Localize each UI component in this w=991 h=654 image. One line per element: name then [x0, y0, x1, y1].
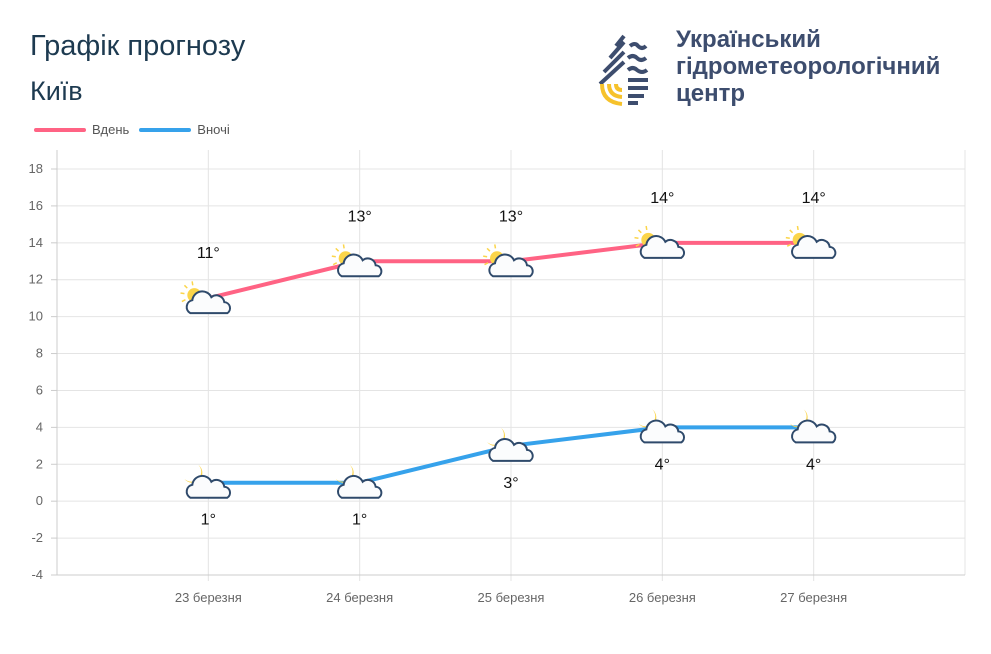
city-name: Київ: [30, 76, 83, 106]
legend-label: Вдень: [92, 122, 130, 137]
sun-ray: [483, 255, 488, 258]
moon-cloud-icon[interactable]: [184, 464, 232, 499]
sun-cloud-icon[interactable]: [634, 225, 686, 259]
sun-ray: [634, 236, 639, 239]
data-label: 11°: [197, 245, 220, 262]
y-tick-label: 6: [36, 382, 43, 397]
data-label: 1°: [352, 512, 367, 529]
cloud-shape: [337, 474, 383, 499]
y-tick-label: 12: [29, 272, 43, 287]
x-tick-label: 23 березня: [175, 590, 242, 605]
cloud-shape: [185, 290, 232, 315]
sun-ray: [645, 225, 648, 231]
sun-ray: [335, 247, 340, 252]
sun-ray: [484, 262, 489, 266]
moon-cloud-icon[interactable]: [335, 464, 383, 499]
sun-ray: [789, 229, 794, 234]
legend-label: Вночі: [197, 122, 230, 137]
sun-ray: [494, 244, 497, 249]
org-line-3: центр: [676, 80, 746, 107]
sun-ray: [180, 292, 185, 295]
sun-ray: [786, 243, 792, 247]
sun-cloud-icon[interactable]: [483, 244, 534, 278]
data-label: 13°: [348, 208, 372, 225]
cloud-shape: [488, 253, 534, 278]
y-tick-label: 2: [36, 456, 43, 471]
cloud-shape: [488, 438, 534, 462]
cloud-shape: [639, 235, 686, 259]
sun-ray: [785, 236, 790, 239]
cloud-shape: [185, 474, 232, 499]
data-label: 3°: [503, 475, 518, 492]
legend-item-day[interactable]: Вдень: [34, 122, 129, 137]
sun-ray: [181, 299, 186, 303]
y-tick-label: 18: [29, 161, 43, 176]
y-tick-label: 4: [36, 419, 43, 434]
organization-name: Український гідрометеорологічний центр: [676, 26, 940, 107]
cloud-shape: [639, 419, 686, 444]
moon-cloud-icon[interactable]: [487, 427, 534, 462]
data-label: 13°: [499, 208, 523, 225]
page-title: Графік прогнозу: [30, 30, 246, 62]
data-label: 4°: [806, 456, 821, 473]
x-tick-label: 26 березня: [629, 590, 696, 605]
x-tick-label: 27 березня: [780, 590, 847, 605]
sun-ray: [331, 255, 336, 258]
sun-ray: [191, 281, 194, 286]
cloud-shape: [791, 235, 837, 259]
y-tick-label: 10: [29, 309, 43, 324]
y-tick-label: 0: [36, 493, 43, 508]
moon-cloud-icon[interactable]: [789, 409, 837, 444]
sun-ray: [635, 243, 640, 247]
legend-swatch: [139, 127, 192, 132]
sun-ray: [486, 247, 491, 252]
sun-cloud-icon[interactable]: [180, 281, 232, 315]
data-label: 1°: [201, 512, 216, 529]
data-label: 14°: [650, 190, 674, 207]
y-tick-label: 16: [29, 198, 43, 213]
cloud-shape: [337, 253, 383, 278]
x-tick-label: 24 березня: [326, 590, 393, 605]
sun-cloud-icon[interactable]: [785, 225, 837, 259]
cloud-shape: [791, 419, 837, 444]
y-tick-label: -2: [31, 530, 43, 545]
sun-ray: [183, 284, 188, 289]
sun-ray: [332, 262, 338, 266]
y-tick-label: 14: [29, 235, 43, 250]
legend-swatch: [34, 127, 86, 132]
org-line-2: гідрометеорологічний: [676, 53, 941, 80]
x-tick-label: 25 березня: [478, 590, 545, 605]
sun-ray: [342, 244, 345, 249]
logo-icon: [598, 34, 649, 106]
sun-ray: [637, 229, 642, 234]
y-tick-label: 8: [36, 346, 43, 361]
legend-item-night[interactable]: Вночі: [139, 122, 230, 137]
data-label: 14°: [802, 190, 826, 207]
sun-ray: [796, 225, 799, 231]
org-line-1: Український: [676, 26, 821, 53]
legend: Вдень Вночі: [34, 122, 230, 137]
y-tick-label: -4: [31, 567, 43, 582]
data-label: 4°: [655, 456, 670, 473]
sun-cloud-icon[interactable]: [331, 244, 383, 278]
moon-cloud-icon[interactable]: [638, 409, 686, 444]
